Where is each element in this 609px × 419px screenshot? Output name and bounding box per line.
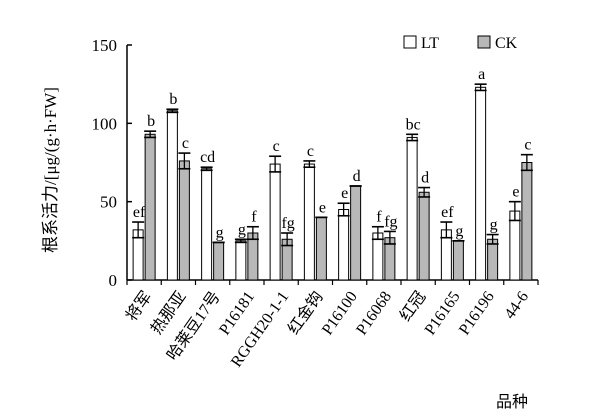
significance-label: c bbox=[307, 143, 314, 160]
bar-lt bbox=[406, 136, 418, 281]
legend-label-ck: CK bbox=[495, 35, 518, 52]
y-axis: 0 50 100 150 bbox=[92, 36, 132, 290]
x-axis-label: 品种 bbox=[496, 393, 528, 411]
significance-label: g bbox=[238, 221, 246, 238]
y-tick-label: 100 bbox=[92, 114, 118, 133]
x-tick-label: P16165 bbox=[422, 289, 464, 339]
bar-lt bbox=[201, 168, 213, 281]
x-axis: 将军热那亚哈莱豆17号P16181RGGH20-1-1红金钩P16100P160… bbox=[122, 279, 539, 370]
bar-ck bbox=[452, 240, 464, 281]
significance-label: d bbox=[353, 168, 361, 185]
x-tick-label: 红冠 bbox=[396, 288, 429, 325]
bar-lt bbox=[338, 209, 350, 281]
bar-ck bbox=[213, 241, 225, 281]
significance-label: ef bbox=[441, 204, 454, 221]
bar-lt bbox=[509, 210, 521, 281]
y-tick-label: 0 bbox=[109, 271, 118, 290]
legend-label-lt: LT bbox=[421, 35, 439, 52]
bar-ck bbox=[521, 162, 533, 281]
significance-label: c bbox=[182, 135, 189, 152]
legend-swatch-lt bbox=[403, 35, 417, 49]
significance-label: g bbox=[490, 217, 498, 234]
significance-label: bc bbox=[406, 116, 421, 133]
significance-label: g bbox=[216, 224, 224, 241]
significance-label: e bbox=[512, 184, 519, 201]
significance-label: f bbox=[251, 209, 257, 226]
x-tick-label: 将军 bbox=[122, 288, 155, 325]
significance-label: b bbox=[169, 91, 177, 108]
significance-label: a bbox=[478, 66, 485, 83]
significance-label: cd bbox=[200, 149, 215, 166]
x-tick-label: 44-6 bbox=[501, 289, 532, 323]
y-axis-label: 根系活力/[μg/(g·h·FW] bbox=[41, 87, 60, 253]
legend-swatch-ck bbox=[477, 35, 491, 49]
x-tick-label: P16068 bbox=[353, 289, 395, 339]
significance-label: e bbox=[341, 185, 348, 202]
bars bbox=[132, 86, 533, 281]
significance-label: g bbox=[455, 223, 463, 240]
significance-label: ef bbox=[133, 204, 146, 221]
significance-label: c bbox=[524, 137, 531, 154]
bar-lt bbox=[303, 163, 315, 281]
bar-ck bbox=[178, 160, 190, 281]
bar-ck bbox=[144, 133, 156, 281]
y-tick-label: 50 bbox=[100, 193, 117, 212]
significance-label: b bbox=[147, 113, 155, 130]
legend: LT CK bbox=[403, 35, 518, 52]
bar-lt bbox=[475, 86, 487, 281]
bar-lt bbox=[235, 240, 247, 281]
significance-label: f bbox=[376, 209, 382, 226]
bar-lt bbox=[166, 110, 178, 281]
bar-ck bbox=[315, 216, 327, 281]
significance-label: fg bbox=[281, 215, 294, 232]
bar-lt bbox=[269, 163, 281, 281]
significance-label: d bbox=[421, 170, 429, 187]
significance-label: fg bbox=[384, 213, 397, 230]
significance-label: c bbox=[273, 138, 280, 155]
error-bars bbox=[132, 83, 533, 247]
y-tick-label: 150 bbox=[92, 36, 118, 55]
bar-ck bbox=[418, 191, 430, 281]
x-tick-label: P16100 bbox=[319, 289, 361, 339]
bar-ck bbox=[350, 185, 362, 281]
significance-label: e bbox=[319, 199, 326, 216]
bar-ck bbox=[487, 238, 499, 281]
x-tick-label: P16196 bbox=[456, 289, 498, 339]
